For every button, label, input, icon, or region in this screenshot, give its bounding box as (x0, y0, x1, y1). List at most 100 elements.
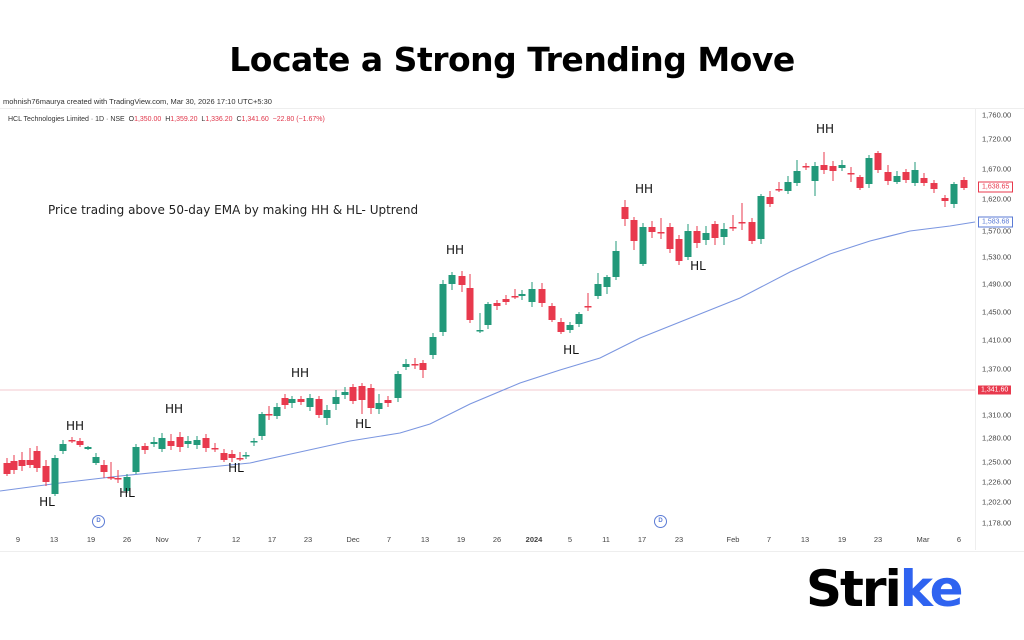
candle-body (829, 166, 837, 171)
candle-body (820, 165, 828, 170)
candle-body (675, 239, 683, 261)
x-tick-label: 7 (386, 535, 392, 544)
candle-body (621, 207, 629, 219)
candle-body (297, 399, 305, 402)
price-axis[interactable] (975, 108, 1024, 550)
x-tick-label: 13 (800, 535, 810, 544)
candle-body (566, 325, 574, 330)
candle-body (193, 440, 201, 445)
candle-body (528, 289, 536, 302)
x-tick-label: 19 (86, 535, 96, 544)
candle-body (419, 363, 427, 370)
y-tick-label: 1,178.00 (982, 518, 1012, 528)
x-tick-label: 13 (420, 535, 430, 544)
x-tick-label: 9 (15, 535, 21, 544)
candle-body (100, 465, 108, 472)
candle-body (10, 461, 18, 470)
x-tick-label: 23 (303, 535, 313, 544)
x-tick-label: 7 (196, 535, 202, 544)
candle-body (59, 444, 67, 451)
candle-body (265, 414, 273, 416)
candle-body (150, 442, 158, 444)
candle-body (33, 451, 41, 468)
y-tick-label: 1,370.00 (982, 364, 1012, 374)
candle-body (784, 182, 792, 191)
low-value: 1,336.20 (205, 116, 233, 123)
higher-high-label: HH (634, 182, 654, 196)
x-tick-label: 26 (122, 535, 132, 544)
candle-body (411, 364, 419, 366)
candle-body (484, 304, 492, 325)
chart-area[interactable] (0, 108, 1024, 552)
open-value: 1,350.00 (134, 116, 162, 123)
candle-body (720, 229, 728, 237)
page-title: Locate a Strong Trending Move (229, 40, 795, 79)
x-tick-label: 7 (766, 535, 772, 544)
y-tick-label: 1,530.00 (982, 252, 1012, 262)
x-tick-label: 6 (956, 535, 962, 544)
candle-body (950, 184, 958, 204)
candle-body (630, 220, 638, 241)
y-tick-label: 1,670.00 (982, 164, 1012, 174)
higher-low-label: HL (119, 486, 135, 500)
candle-body (738, 222, 746, 224)
higher-low-label: HL (563, 343, 579, 357)
last-price-tag: 1,638.65 (978, 181, 1014, 193)
candle-body (911, 170, 919, 183)
candle-body (323, 410, 331, 418)
candle-body (811, 166, 819, 181)
candle-body (375, 403, 383, 409)
y-tick-label: 1,760.00 (982, 110, 1012, 120)
higher-high-label: HH (290, 366, 310, 380)
candle-body (729, 227, 737, 229)
candle-body (920, 178, 928, 183)
candle-body (107, 477, 115, 479)
x-tick-label: 23 (873, 535, 883, 544)
candle-body (250, 441, 258, 443)
dividend-marker-icon[interactable]: D (92, 515, 105, 528)
candle-body (748, 222, 756, 241)
ema-price-tag: 1,583.68 (978, 216, 1014, 228)
candle-body (930, 183, 938, 189)
candle-body (315, 399, 323, 415)
candle-body (684, 231, 692, 257)
candle-body (548, 306, 556, 320)
candle-body (132, 447, 140, 472)
candle-body (538, 289, 546, 303)
candle-body (775, 189, 783, 191)
candle-body (76, 441, 84, 445)
candle-body (884, 172, 892, 181)
candle-body (367, 388, 375, 408)
candle-body (757, 196, 765, 239)
x-tick-label: 19 (837, 535, 847, 544)
candle-body (648, 227, 656, 232)
candle-body (394, 374, 402, 398)
y-tick-label: 1,570.00 (982, 226, 1012, 236)
candle-body (306, 398, 314, 407)
candle-body (211, 448, 219, 450)
x-tick-label: 17 (637, 535, 647, 544)
candle-body (358, 386, 366, 400)
higher-high-label: HH (815, 122, 835, 136)
dividend-marker-icon[interactable]: D (654, 515, 667, 528)
candle-body (575, 314, 583, 324)
candle-body (838, 165, 846, 168)
candle-body (557, 322, 565, 332)
y-tick-label: 1,226.00 (982, 477, 1012, 487)
candle-body (123, 477, 131, 491)
candle-body (793, 171, 801, 183)
candle-body (332, 397, 340, 404)
x-tick-label: Nov (155, 535, 169, 544)
candle-body (176, 437, 184, 447)
candle-body (847, 173, 855, 175)
candle-body (114, 478, 122, 480)
candle-body (158, 438, 166, 449)
candle-body (68, 440, 76, 442)
y-tick-label: 1,720.00 (982, 134, 1012, 144)
candle-body (466, 288, 474, 320)
logo-accent: ke (899, 560, 964, 618)
candle-body (502, 299, 510, 302)
x-tick-label: 13 (49, 535, 59, 544)
candle-body (202, 438, 210, 448)
